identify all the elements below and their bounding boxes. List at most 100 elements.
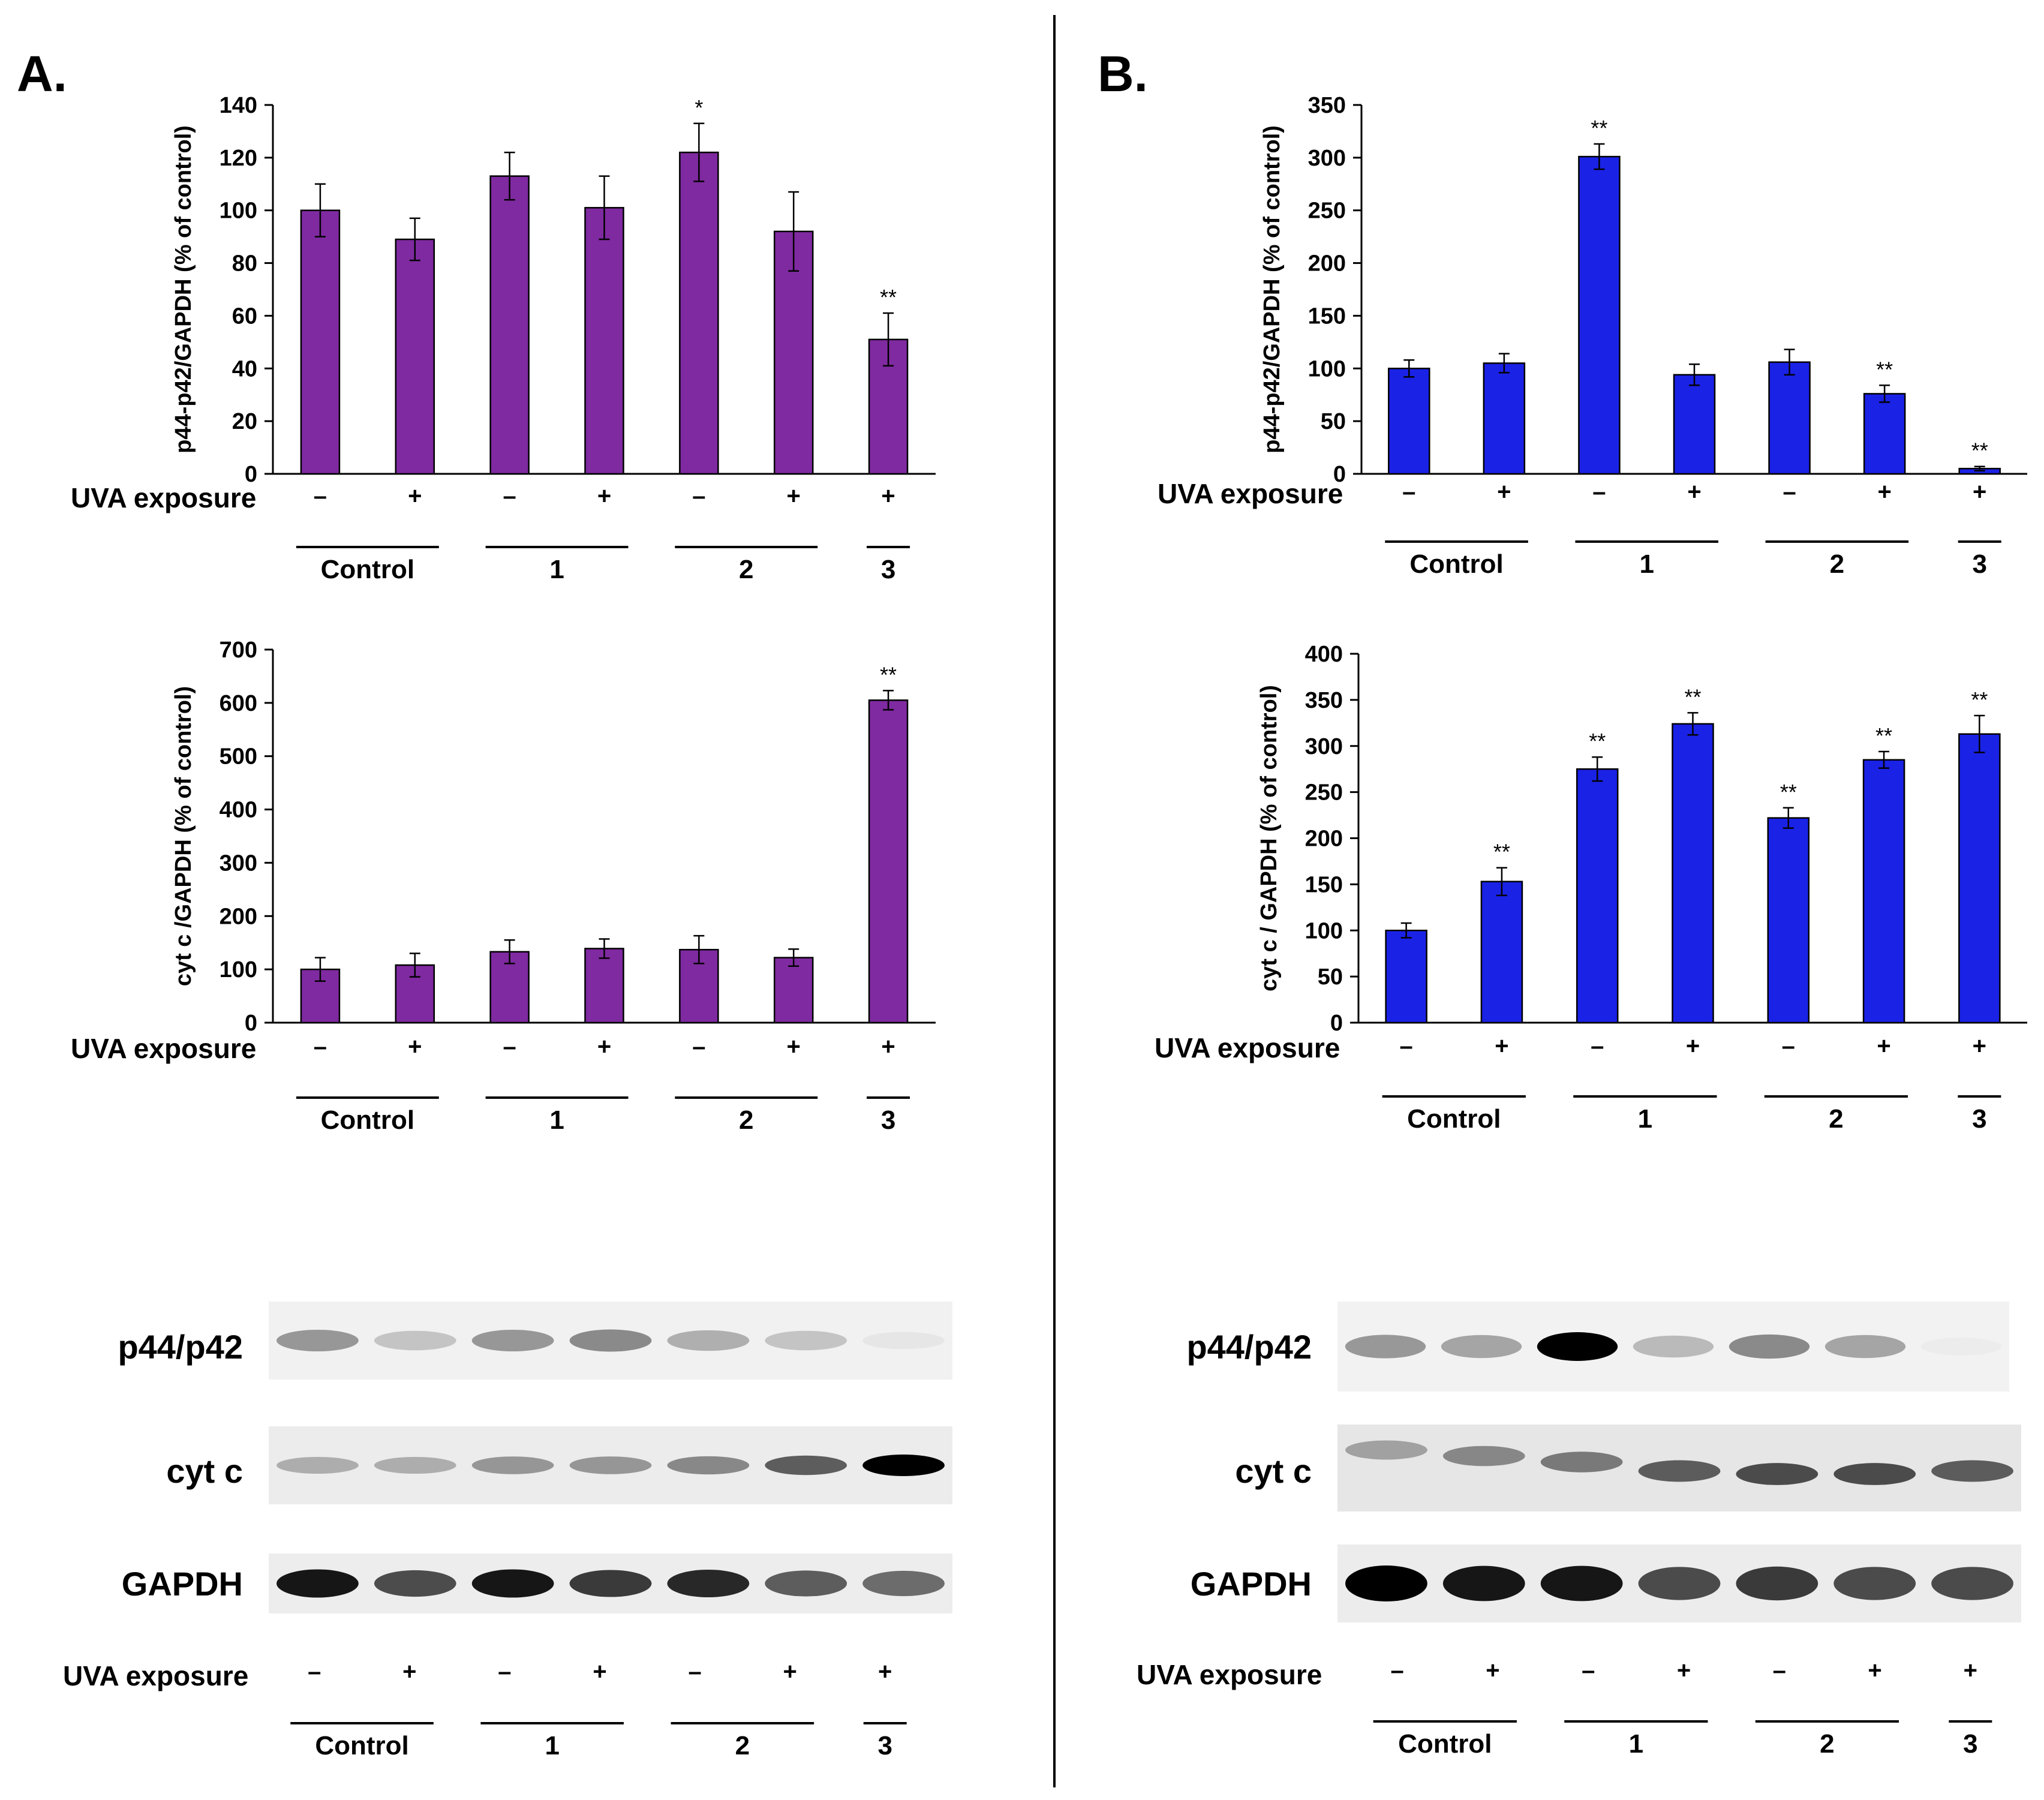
uva-sign: – xyxy=(1400,1033,1413,1059)
bar xyxy=(489,175,530,475)
bar xyxy=(395,238,435,475)
significance-marker: ** xyxy=(1971,438,1988,463)
uva-sign: – xyxy=(314,483,327,509)
uva-sign: + xyxy=(787,483,801,509)
group-label: 1 xyxy=(1629,1729,1643,1759)
uva-sign: – xyxy=(308,1658,321,1685)
bar xyxy=(1483,362,1526,475)
blot-band xyxy=(276,1456,359,1474)
blot-label: cyt c xyxy=(166,1452,243,1490)
uva-sign: – xyxy=(688,1658,701,1685)
blot-band xyxy=(765,1455,847,1476)
blot-band xyxy=(1633,1335,1714,1358)
uva-exposure-label: UVA exposure xyxy=(1158,478,1343,509)
blot-band xyxy=(471,1569,554,1598)
uva-sign: – xyxy=(314,1033,327,1060)
bar xyxy=(584,207,624,475)
bar xyxy=(300,209,341,475)
blot-label: GAPDH xyxy=(122,1565,243,1603)
group-label: 1 xyxy=(1639,549,1654,579)
panel-label-a: A. xyxy=(17,46,67,102)
y-tick-label: 100 xyxy=(220,957,257,982)
blot-b-p44-p42 xyxy=(1337,1302,2009,1392)
y-tick-label: 600 xyxy=(220,691,257,716)
y-tick-label: 250 xyxy=(1305,780,1343,806)
group-label: Control xyxy=(315,1731,408,1760)
bar xyxy=(1673,374,1716,475)
bar xyxy=(1672,723,1714,1024)
y-tick-label: 200 xyxy=(1305,827,1343,852)
uva-sign: – xyxy=(1782,1033,1795,1059)
uva-sign: + xyxy=(783,1658,796,1685)
group-label: Control xyxy=(1398,1729,1492,1759)
blot-b-cyt-c xyxy=(1337,1425,2021,1511)
y-tick-label: 0 xyxy=(245,1011,257,1036)
blot-band xyxy=(1540,1452,1623,1473)
y-tick-label: 40 xyxy=(232,356,257,381)
uva-sign: + xyxy=(881,483,895,509)
group-label: 3 xyxy=(1963,1729,1977,1759)
blot-band xyxy=(1540,1565,1623,1601)
uva-sign: – xyxy=(1783,479,1796,505)
y-tick-label: 700 xyxy=(220,638,257,663)
blot-band xyxy=(667,1569,750,1598)
y-tick-label: 120 xyxy=(220,146,257,171)
blot-band xyxy=(1931,1567,2013,1600)
y-tick-label: 60 xyxy=(232,303,257,329)
western-blots: p44/p42 cyt c GAPDH p44/p42 cyt c GAPDH UVA ex… xyxy=(63,1302,2021,1760)
uva-sign: + xyxy=(787,1033,801,1060)
panel-label-b: B. xyxy=(1098,46,1148,102)
bar xyxy=(1958,733,2001,1024)
group-label: 2 xyxy=(1830,549,1844,579)
uva-exposure-label: UVA exposure xyxy=(71,482,256,513)
blot-band xyxy=(765,1330,847,1351)
uva-sign: + xyxy=(408,483,422,509)
y-tick-label: 150 xyxy=(1308,303,1346,329)
uva-sign: – xyxy=(503,1033,516,1060)
y-tick-label: 80 xyxy=(232,251,257,277)
blot-band xyxy=(1345,1335,1426,1359)
group-label: 1 xyxy=(1638,1104,1652,1134)
uva-sign: – xyxy=(1582,1657,1595,1684)
blot-band xyxy=(1920,1338,2002,1356)
blot-band xyxy=(862,1332,945,1350)
blot-band xyxy=(1638,1567,1721,1600)
uva-sign: – xyxy=(1773,1657,1786,1684)
blot-label: p44/p42 xyxy=(118,1328,243,1366)
uva-exposure-label: UVA exposure xyxy=(1155,1032,1340,1063)
blot-band xyxy=(1537,1332,1618,1361)
y-tick-label: 20 xyxy=(232,409,257,434)
uva-sign: + xyxy=(402,1658,416,1685)
blot-band xyxy=(667,1330,750,1351)
blot-band xyxy=(374,1330,456,1351)
y-tick-label: 0 xyxy=(1333,462,1346,487)
bar xyxy=(773,230,814,475)
bar xyxy=(1480,881,1523,1024)
y-tick-label: 100 xyxy=(220,199,257,224)
group-label: 3 xyxy=(1972,549,1986,579)
y-tick-label: 300 xyxy=(1308,146,1346,171)
uva-sign: + xyxy=(1495,1033,1508,1059)
uva-sign: + xyxy=(881,1033,895,1060)
blot-band xyxy=(1345,1440,1427,1460)
bar xyxy=(679,151,719,475)
chart-a-top: 0 20 40 60 80 100 120 140 p44-p42/GAPDH (% of co… xyxy=(71,93,936,584)
blot-band xyxy=(1638,1460,1721,1482)
y-tick-label: 50 xyxy=(1321,409,1346,434)
blot-band xyxy=(1931,1460,2013,1482)
significance-marker: ** xyxy=(1684,684,1701,709)
uva-exposure-label: UVA exposure xyxy=(71,1033,256,1064)
bar xyxy=(1388,368,1430,475)
y-tick-label: 150 xyxy=(1305,872,1343,897)
chart-b-top: 0 50 100 150 200 250 300 350 p44-p42/GAPDH (% of… xyxy=(1158,93,2027,579)
group-label: 2 xyxy=(739,555,753,584)
y-tick-label: 140 xyxy=(220,93,257,118)
significance-marker: ** xyxy=(1971,687,1988,712)
blot-label: GAPDH xyxy=(1191,1565,1312,1603)
significance-marker: ** xyxy=(1876,357,1893,381)
uva-exposure-label: UVA exposure xyxy=(1137,1659,1322,1690)
chart-b-bottom: 0 50 100 150 200 250 300 350 400 cyt c / GAPDH (%… xyxy=(1155,642,2027,1134)
y-tick-label: 400 xyxy=(1305,642,1343,667)
significance-marker: ** xyxy=(880,662,897,687)
blot-band xyxy=(1833,1567,1916,1600)
